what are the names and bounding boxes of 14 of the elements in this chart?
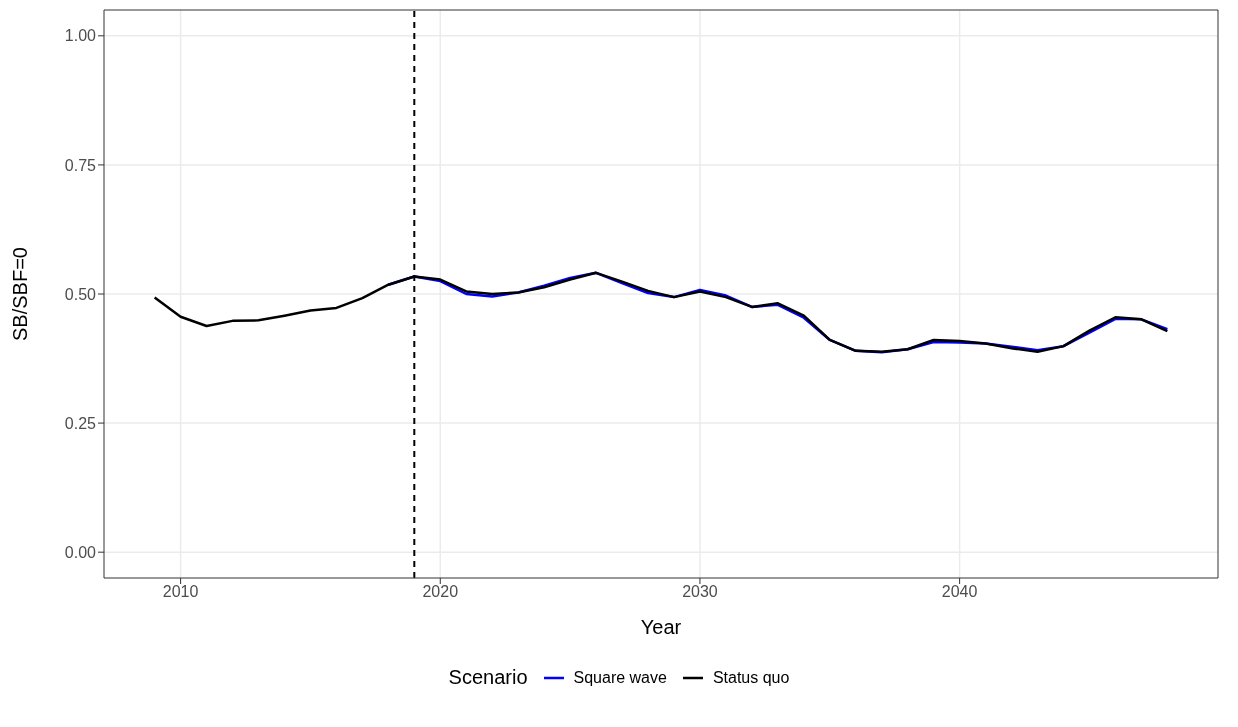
legend-label: Square wave: [573, 668, 667, 687]
y-tick-label: 0.75: [64, 156, 97, 174]
x-axis-title: Year: [640, 616, 682, 638]
x-tick-label: 2040: [941, 583, 978, 601]
legend-title: Scenario: [448, 666, 528, 689]
y-tick-label: 1.00: [64, 27, 97, 45]
legend-label: Status quo: [712, 668, 790, 687]
y-tick-label: 0.00: [64, 543, 97, 561]
y-axis-title: SB/SBF=0: [9, 247, 32, 341]
y-tick-label: 0.25: [64, 414, 97, 432]
x-tick-label: 2030: [682, 583, 718, 601]
y-tick-label: 0.50: [64, 285, 97, 303]
x-tick-label: 2020: [422, 583, 459, 601]
x-tick-label: 2010: [162, 583, 199, 601]
